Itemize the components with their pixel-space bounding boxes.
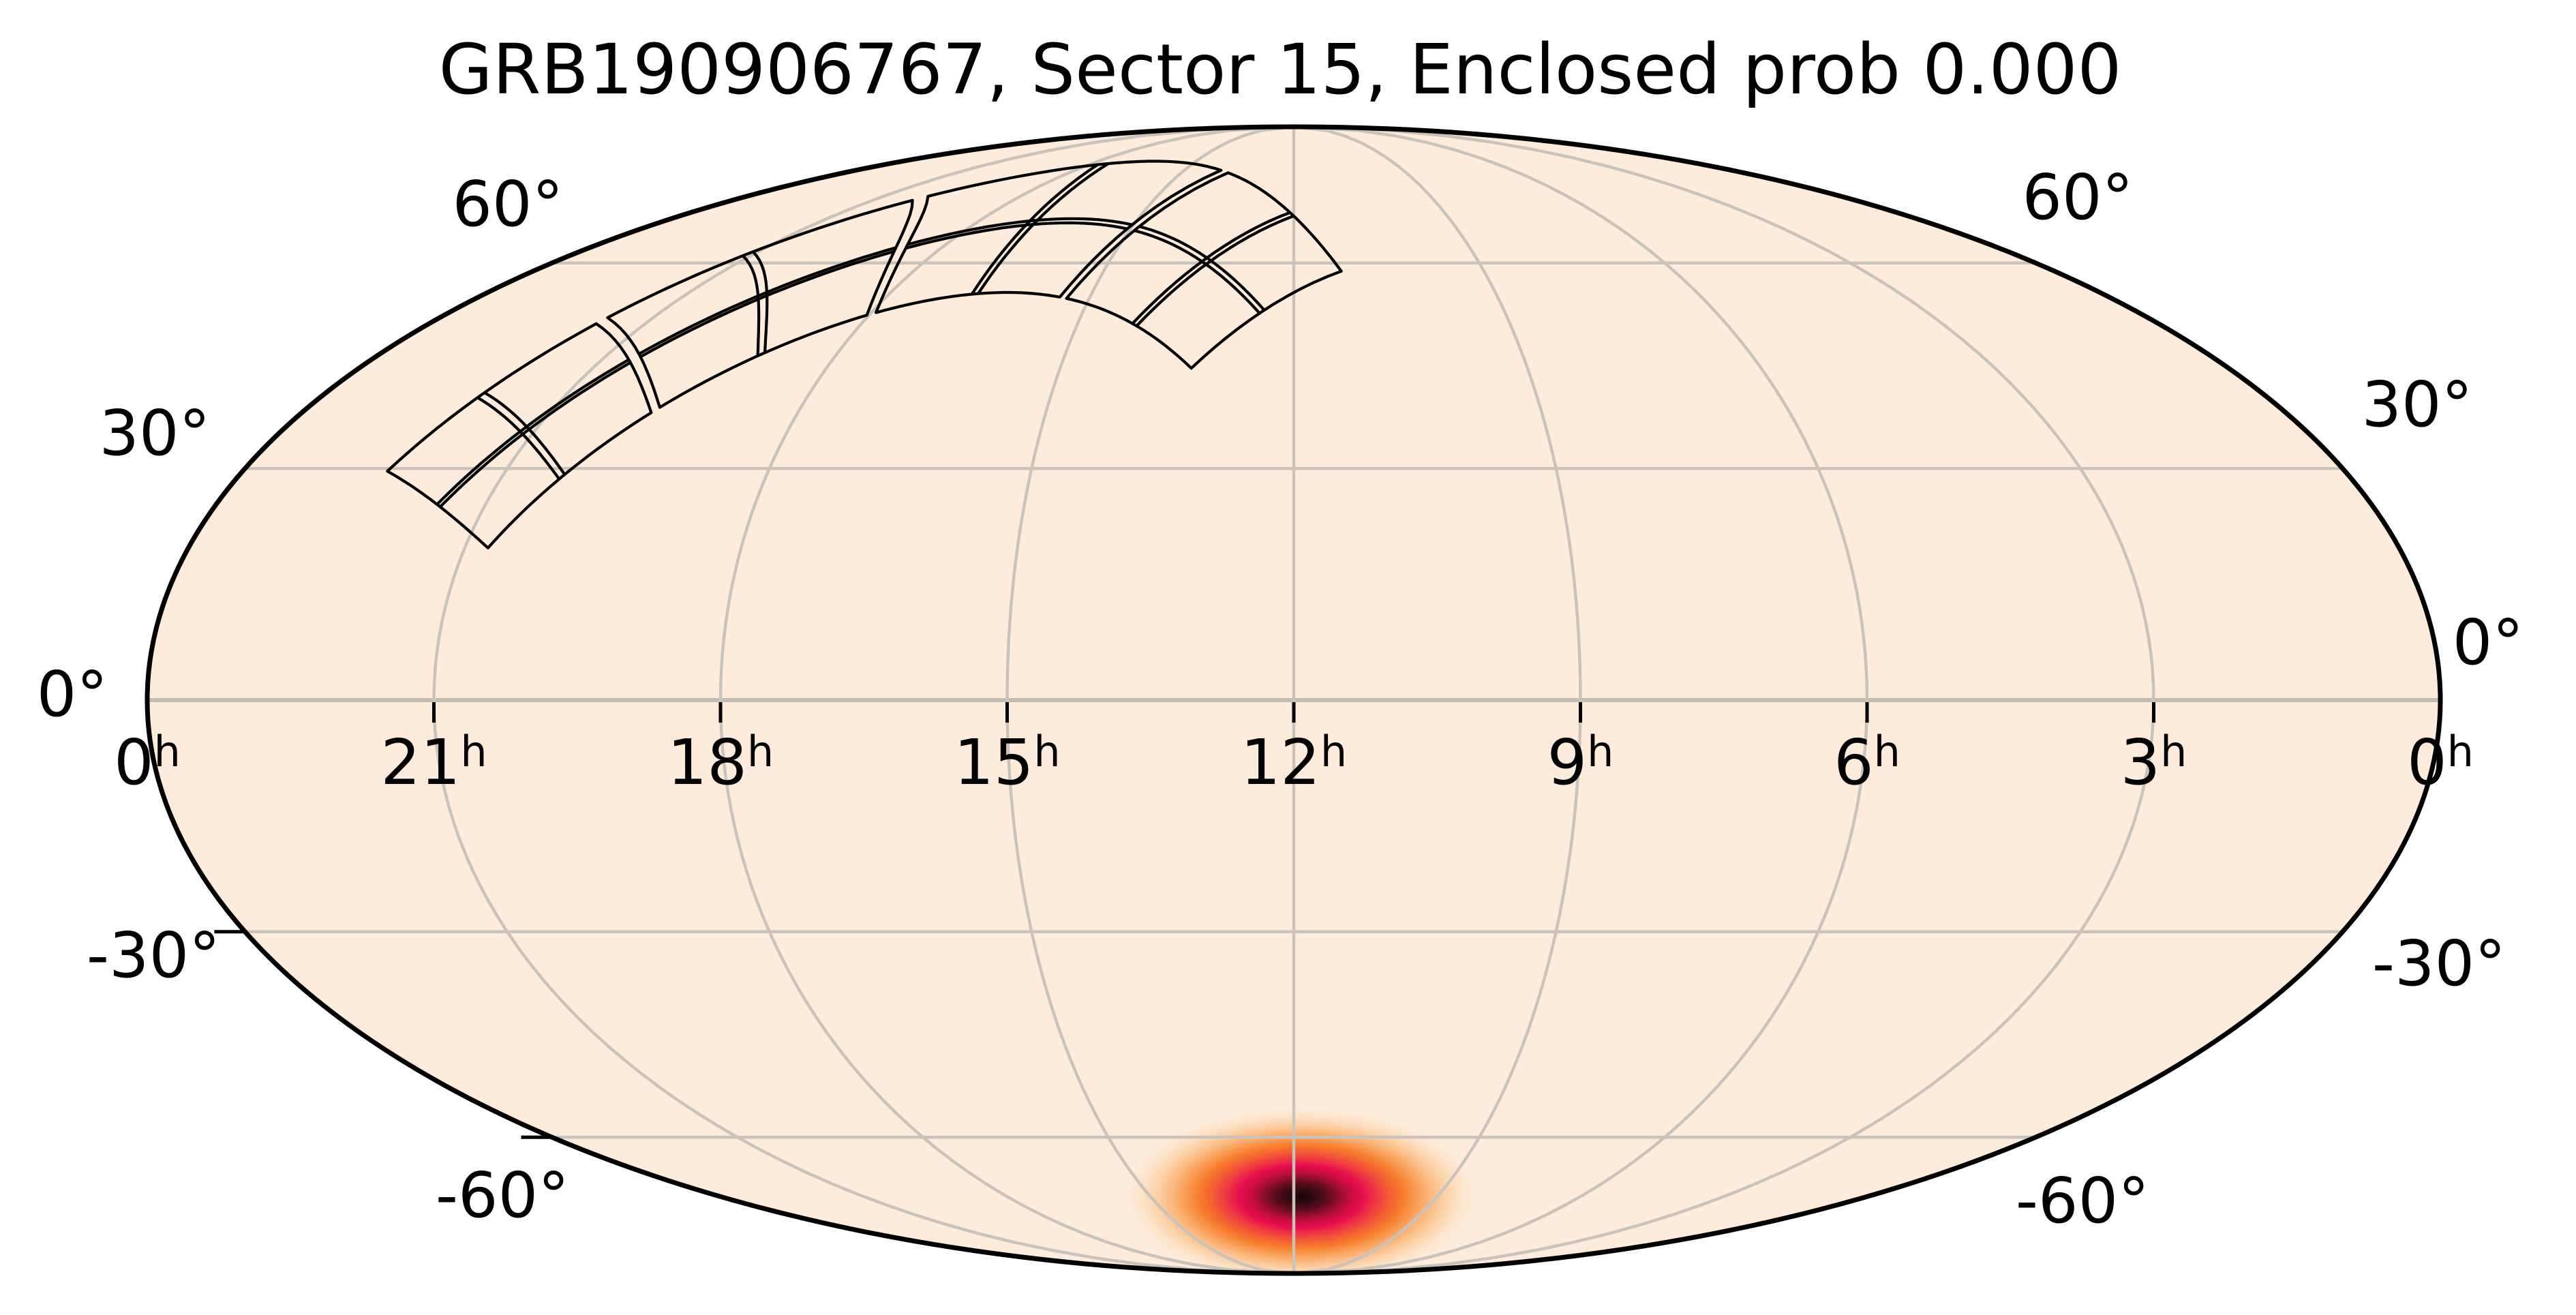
ccd-gap-long-b xyxy=(639,250,895,359)
footprint-camera-4 xyxy=(1065,171,1343,370)
camera-outline xyxy=(1065,171,1343,370)
dec-label-left--30: -30° xyxy=(87,919,220,992)
dec-label-right-30: 30° xyxy=(2361,368,2472,441)
ccd-gap-long-b xyxy=(905,221,1127,250)
graticule-meridian-18h xyxy=(718,125,1294,1275)
ra-label-6h: 6h xyxy=(1834,726,1900,799)
ra-label-21h: 21h xyxy=(380,726,487,799)
ccd-gap-cross-a xyxy=(971,163,1099,295)
graticule xyxy=(147,125,2440,1275)
footprint-cameras xyxy=(386,160,1343,549)
tick-marks xyxy=(214,702,2155,1139)
ra-label-9h: 9h xyxy=(1547,726,1614,799)
axis-labels: 60° 30° 0° -30° -60° 60° 30° 0° -30° -60° 0h 21h 18h… xyxy=(37,161,2524,1237)
graticule-meridian-21h xyxy=(432,125,1294,1275)
dec-label-right-0: 0° xyxy=(2453,606,2524,679)
graticule-meridian-15h xyxy=(1005,125,1294,1275)
ccd-gap-cross-b xyxy=(483,391,566,476)
footprint-camera-1 xyxy=(386,322,653,549)
ccd-gap-long-b xyxy=(439,361,631,508)
ccd-gap-long-a xyxy=(638,246,896,356)
dec-label-left-0: 0° xyxy=(37,658,108,731)
ccd-gap-cross-a xyxy=(476,396,560,480)
ra-label-18h: 18h xyxy=(667,726,774,799)
dec-label-right--30: -30° xyxy=(2372,927,2506,1000)
camera-outline xyxy=(875,160,1223,314)
ra-label-12h: 12h xyxy=(1241,726,1347,799)
dec-label-right-60: 60° xyxy=(2022,161,2133,234)
ccd-gap-cross-a xyxy=(1131,211,1291,325)
ccd-gap-cross-a xyxy=(742,254,761,357)
dec-label-right--60: -60° xyxy=(2016,1164,2149,1237)
dec-label-left--60: -60° xyxy=(436,1159,569,1232)
map-boundary xyxy=(145,124,2443,1276)
footprint-camera-3 xyxy=(875,160,1223,314)
ccd-gap-cross-b xyxy=(977,162,1110,294)
ra-label-15h: 15h xyxy=(954,726,1060,799)
ccd-gap-cross-b xyxy=(1135,214,1294,327)
ra-label-24h: 0h xyxy=(114,726,181,799)
graticule-meridian-9h xyxy=(1293,125,1582,1275)
ccd-gap-long-a xyxy=(1138,225,1266,312)
ra-label-3h: 3h xyxy=(2121,726,2187,799)
ccd-gap-cross-b xyxy=(752,250,769,353)
graticule-meridian-3h xyxy=(1293,125,2155,1275)
dec-label-left-60: 60° xyxy=(452,168,563,241)
chart-title: GRB190906767, Sector 15, Enclosed prob 0… xyxy=(439,29,2122,110)
footprint-camera-2 xyxy=(606,198,914,409)
ccd-gap-long-a xyxy=(436,358,630,506)
graticule-meridian-6h xyxy=(1293,125,1869,1275)
dec-label-left-30: 30° xyxy=(99,397,210,470)
ra-label-0h: 0h xyxy=(2407,726,2474,799)
ccd-gap-long-b xyxy=(1134,229,1261,314)
ccd-gap-long-a xyxy=(907,217,1133,246)
